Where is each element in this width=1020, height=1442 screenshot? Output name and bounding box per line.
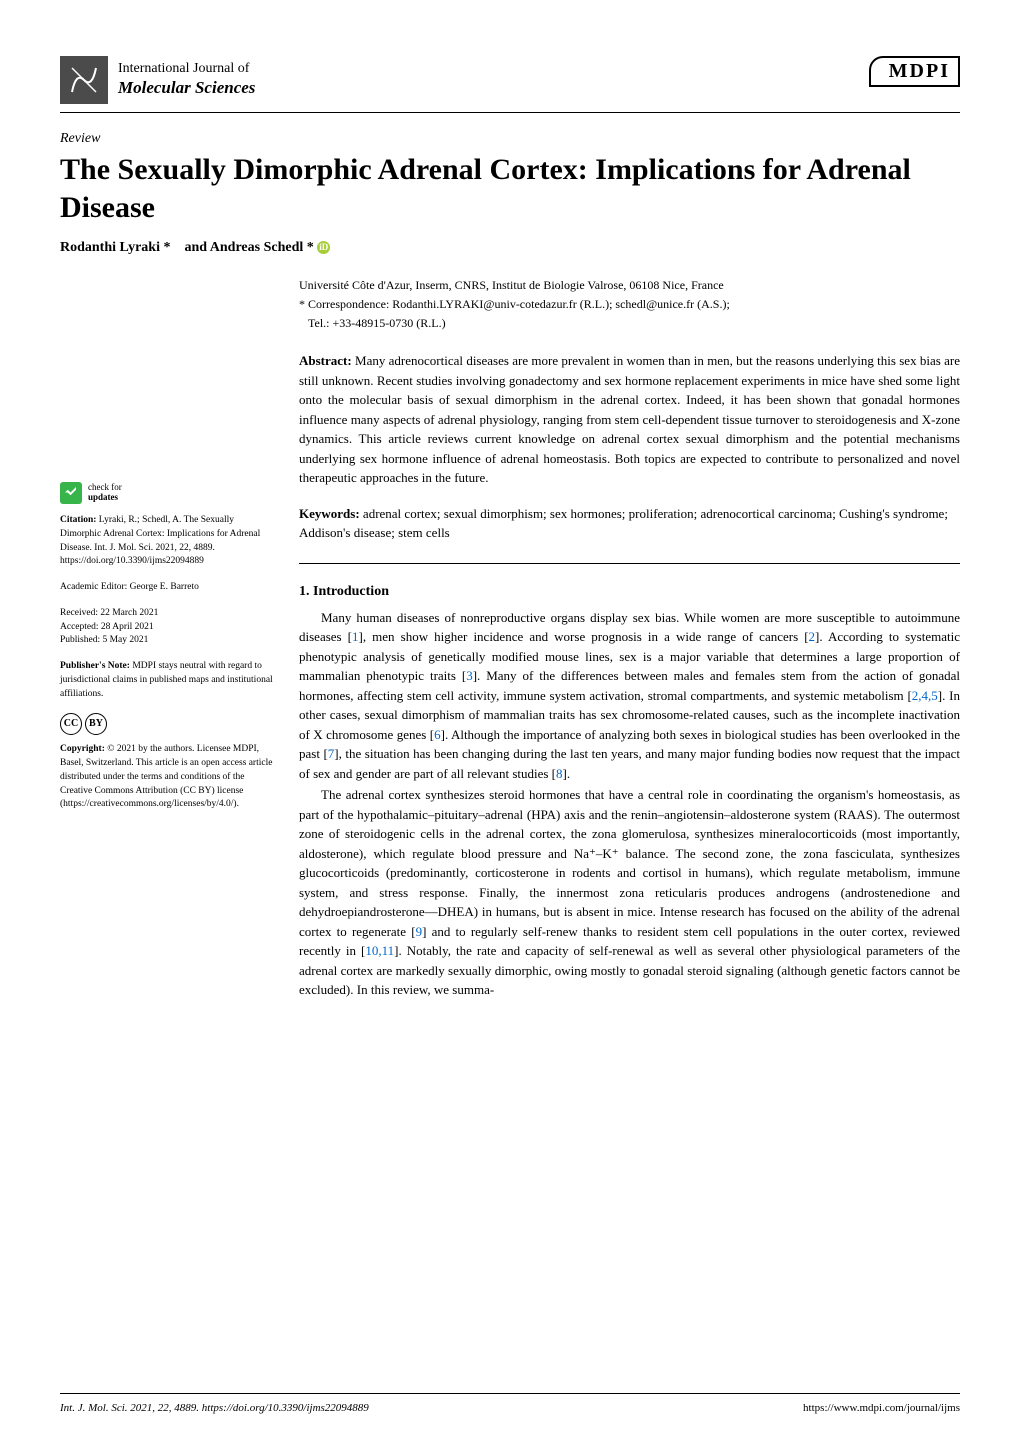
publisher-logo: MDPI [869,56,960,87]
editor-text: George E. Barreto [130,582,199,592]
copyright-block: Copyright: © 2021 by the authors. Licens… [60,743,275,812]
intro-paragraph-1: Many human diseases of nonreproductive o… [299,608,960,784]
check-updates-icon [60,482,82,504]
dates-block: Received: 22 March 2021 Accepted: 28 Apr… [60,607,275,648]
footer-right: https://www.mdpi.com/journal/ijms [803,1402,960,1414]
check-updates-badge[interactable]: check for updates [60,482,275,504]
accepted-date: Accepted: 28 April 2021 [60,621,275,635]
copyright-label: Copyright: [60,744,105,754]
page-footer: Int. J. Mol. Sci. 2021, 22, 4889. https:… [60,1393,960,1414]
content-column: Université Côte d'Azur, Inserm, CNRS, In… [299,278,960,1002]
orcid-icon: iD [317,241,330,254]
p1-text-g: ], the situation has been changing durin… [299,746,960,781]
abstract-text: Many adrenocortical diseases are more pr… [299,353,960,485]
keywords-block: Keywords: adrenal cortex; sexual dimorph… [299,504,960,543]
citation-block: Citation: Lyraki, R.; Schedl, A. The Sex… [60,514,275,569]
footer-left: Int. J. Mol. Sci. 2021, 22, 4889. https:… [60,1402,369,1414]
p1-text-h: ]. [563,766,571,781]
cc-icon: CC [60,713,82,735]
editor-label: Academic Editor: [60,582,127,592]
citation-ref-245[interactable]: 2,4,5 [912,688,938,703]
telephone: Tel.: +33-48915-0730 (R.L.) [299,316,960,331]
p2-text-a: The adrenal cortex synthesizes steroid h… [299,787,960,939]
by-icon: BY [85,713,107,735]
affiliation: Université Côte d'Azur, Inserm, CNRS, In… [299,278,960,293]
article-type: Review [60,131,960,147]
authors-text: Rodanthi Lyraki * and Andreas Schedl * [60,240,314,255]
keywords-text: adrenal cortex; sexual dimorphism; sex h… [299,506,948,541]
p1-text-b: ], men show higher incidence and worse p… [359,629,809,644]
published-date: Published: 5 May 2021 [60,634,275,648]
journal-logo-icon [60,56,108,104]
article-title: The Sexually Dimorphic Adrenal Cortex: I… [60,151,960,226]
received-date: Received: 22 March 2021 [60,607,275,621]
cc-license-icons: CC BY [60,713,275,735]
journal-name-line2: Molecular Sciences [118,78,255,98]
updates-label: updates [88,493,122,503]
section-divider [299,563,960,564]
page-header: International Journal of Molecular Scien… [60,56,960,113]
citation-label: Citation: [60,515,96,525]
abstract-block: Abstract: Many adrenocortical diseases a… [299,351,960,488]
check-updates-text: check for updates [88,483,122,503]
journal-name: International Journal of Molecular Scien… [118,61,255,98]
keywords-label: Keywords: [299,506,360,521]
intro-paragraph-2: The adrenal cortex synthesizes steroid h… [299,785,960,1000]
p2-text-c: ]. Notably, the rate and capacity of sel… [299,943,960,997]
publishers-note-block: Publisher's Note: MDPI stays neutral wit… [60,660,275,701]
correspondence: * Correspondence: Rodanthi.LYRAKI@univ-c… [299,297,960,312]
editor-block: Academic Editor: George E. Barreto [60,581,275,595]
journal-name-line1: International Journal of [118,61,255,78]
authors-line: Rodanthi Lyraki * and Andreas Schedl * i… [60,240,960,256]
section-heading-intro: 1. Introduction [299,584,960,600]
note-label: Publisher's Note: [60,661,130,671]
abstract-label: Abstract: [299,353,352,368]
main-columns: check for updates Citation: Lyraki, R.; … [60,278,960,1002]
journal-block: International Journal of Molecular Scien… [60,56,255,104]
citation-ref-1011[interactable]: 10,11 [365,943,394,958]
sidebar-column: check for updates Citation: Lyraki, R.; … [60,278,275,1002]
